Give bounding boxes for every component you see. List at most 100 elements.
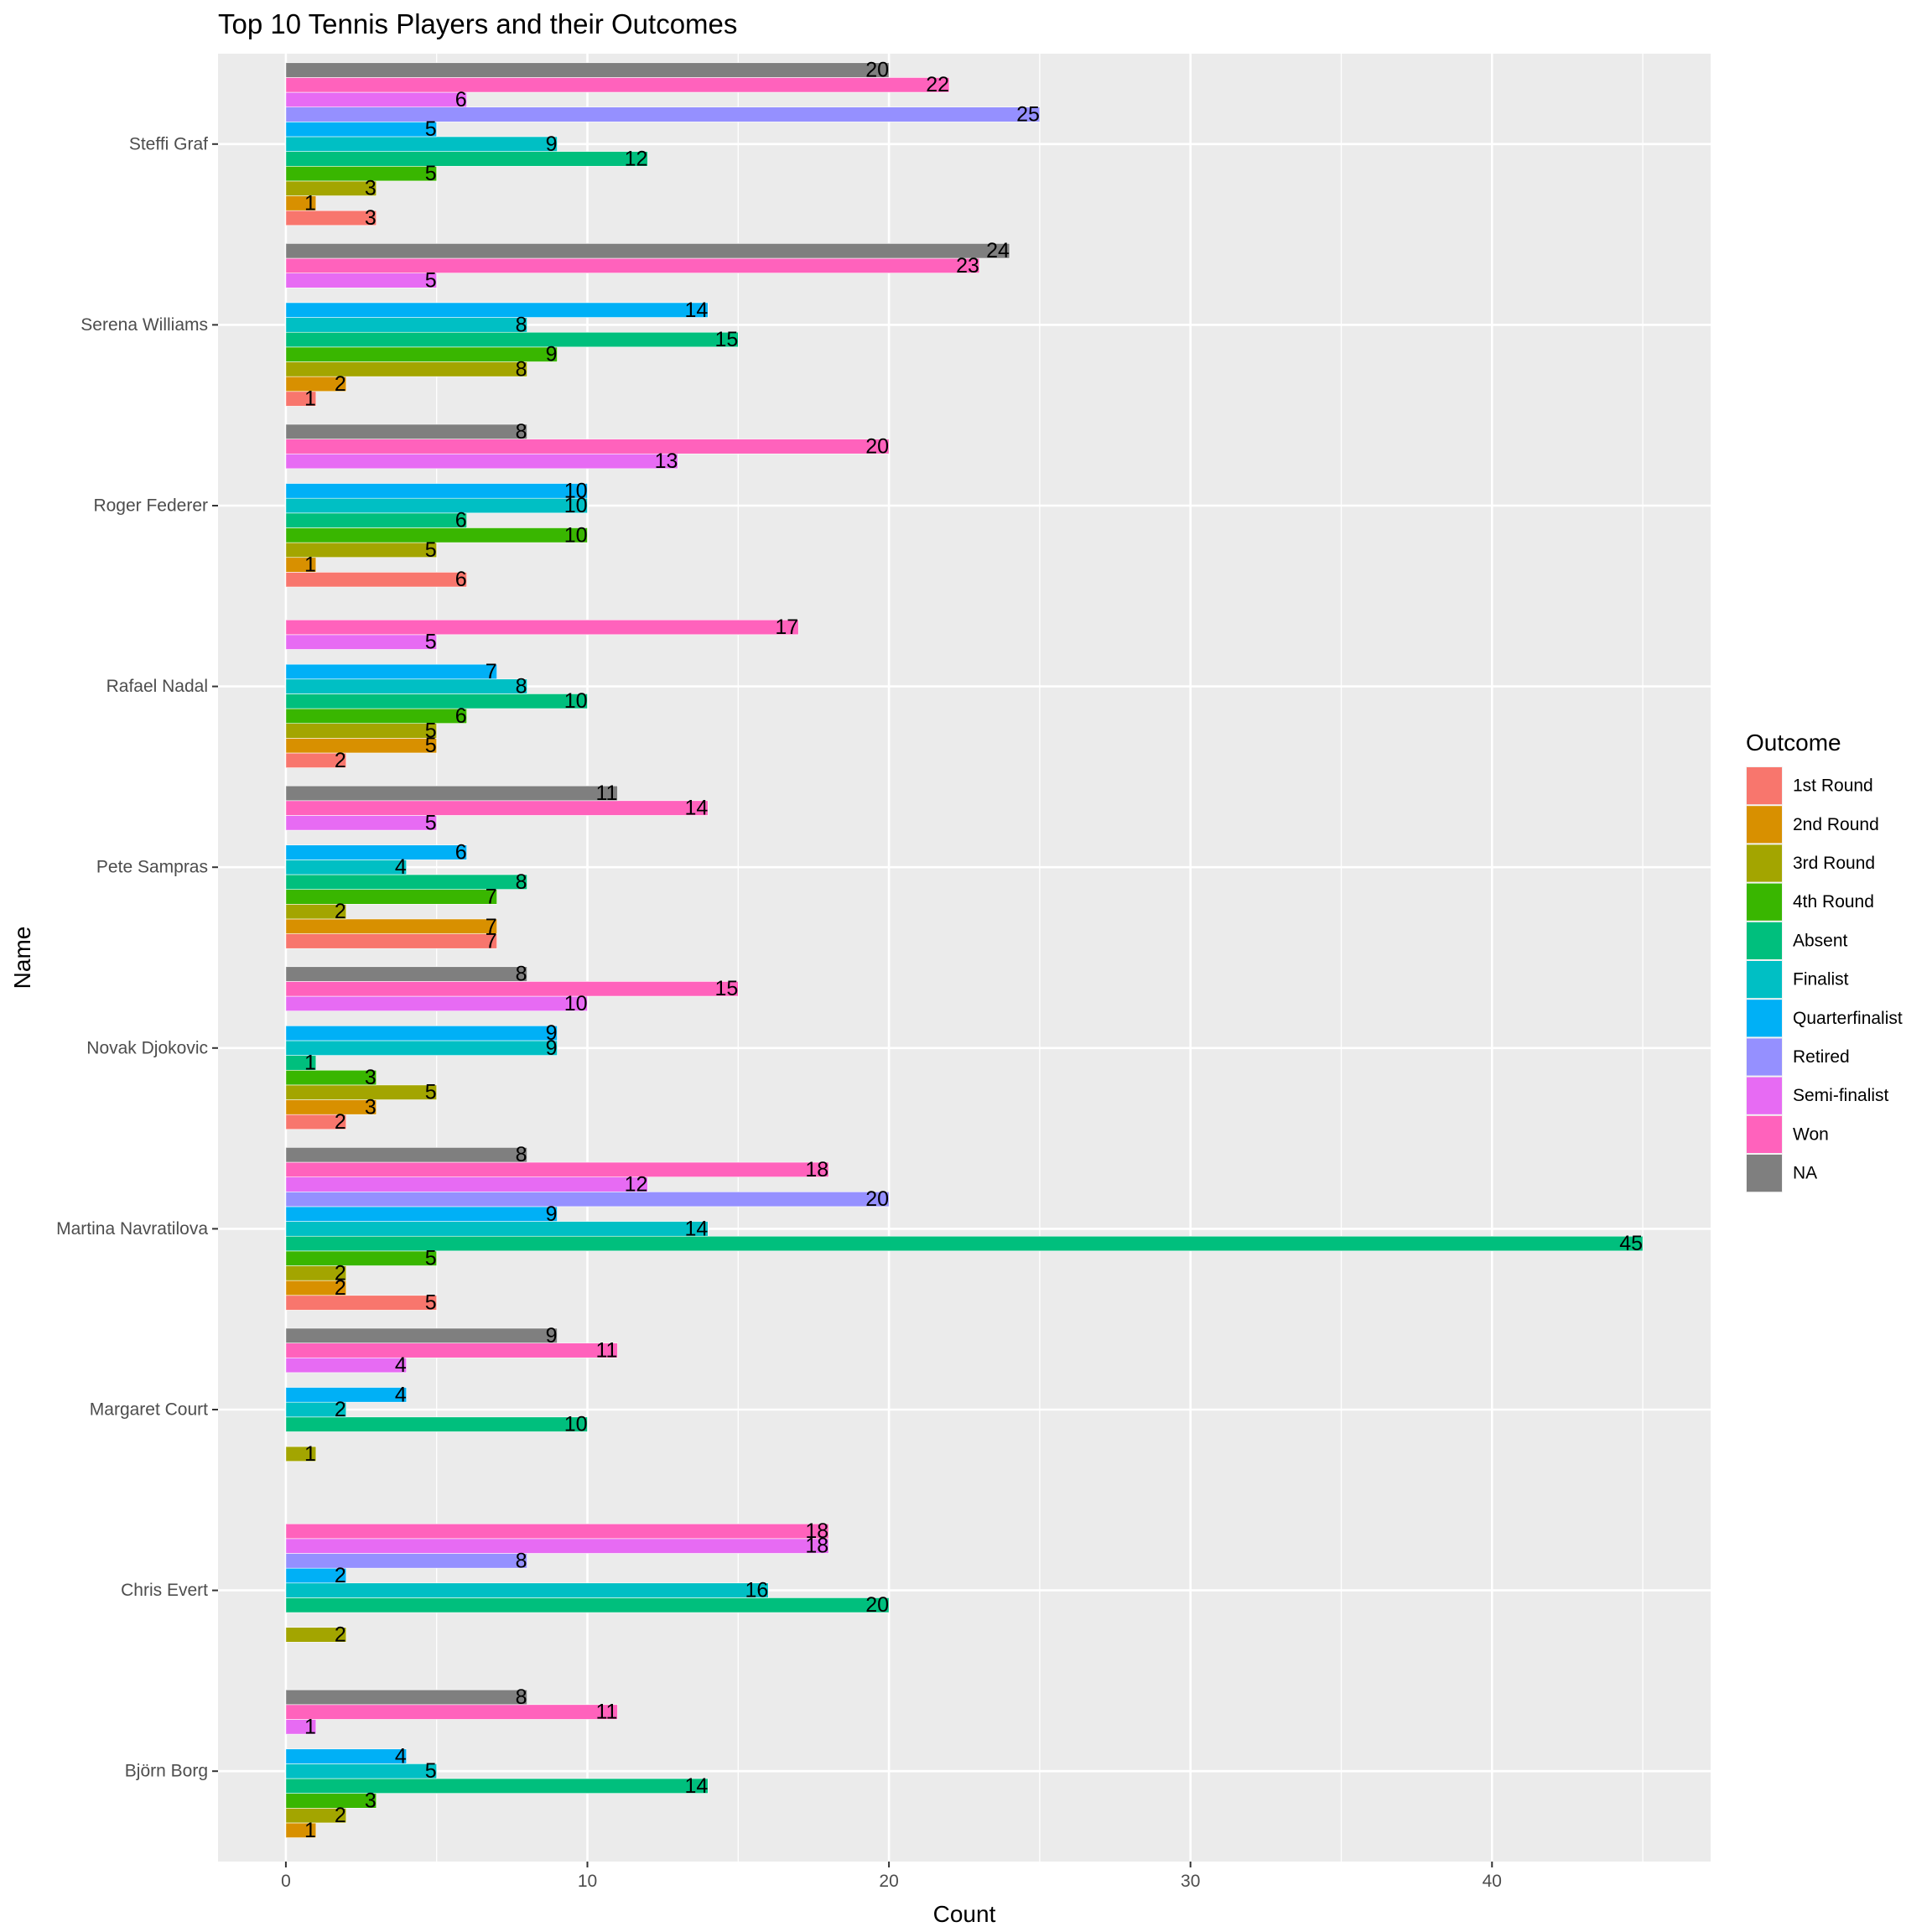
legend-swatch-won <box>1747 1115 1782 1153</box>
bar-rafael-nadal-4th-round <box>285 708 467 724</box>
bar-chris-evert-retired <box>285 1553 527 1569</box>
data-label-rafael-nadal-1st-round: 2 <box>335 749 346 772</box>
data-label-margaret-court-quarterfinalist: 4 <box>395 1383 407 1406</box>
data-label-steffi-graf-4th-round: 5 <box>425 162 437 185</box>
data-label-pete-sampras-semi-finalist: 5 <box>425 811 437 834</box>
data-label-serena-williams-2nd-round: 2 <box>335 372 346 396</box>
bar-chris-evert-finalist <box>285 1582 769 1598</box>
bar-pete-sampras-na <box>285 785 618 802</box>
data-label-bj-rn-borg-semi-finalist: 1 <box>304 1715 316 1738</box>
data-label-serena-williams-semi-finalist: 5 <box>425 268 437 292</box>
y-tick-label-roger-federer: Roger Federer <box>93 496 208 516</box>
data-label-rafael-nadal-3rd-round: 5 <box>425 719 437 743</box>
data-label-bj-rn-borg-2nd-round: 1 <box>304 1819 316 1842</box>
data-label-novak-djokovic-absent: 1 <box>304 1051 316 1074</box>
y-tick-label-chris-evert: Chris Evert <box>121 1581 208 1600</box>
legend-swatch-retired <box>1747 1038 1782 1076</box>
data-label-rafael-nadal-4th-round: 6 <box>455 704 467 728</box>
y-tick-label-steffi-graf: Steffi Graf <box>129 134 208 153</box>
data-label-martina-navratilova-3rd-round: 2 <box>335 1261 346 1285</box>
bar-margaret-court-na <box>285 1327 558 1343</box>
bar-serena-williams-semi-finalist <box>285 273 438 288</box>
data-label-serena-williams-absent: 15 <box>714 328 738 351</box>
legend-swatch-3rd-round <box>1747 844 1782 882</box>
data-label-novak-djokovic-4th-round: 3 <box>365 1066 377 1089</box>
legend: Outcome 1st Round 2nd Round 3rd Round 4th R… <box>1746 730 1903 1193</box>
data-label-serena-williams-na: 24 <box>986 239 1010 262</box>
y-tick-label-margaret-court: Margaret Court <box>90 1400 208 1420</box>
y-tick-label-pete-sampras: Pete Sampras <box>96 858 208 877</box>
bar-novak-djokovic-2nd-round <box>285 1099 377 1115</box>
bar-margaret-court-quarterfinalist <box>285 1387 408 1403</box>
data-label-martina-navratilova-retired: 20 <box>865 1187 889 1211</box>
bar-novak-djokovic-na <box>285 966 527 982</box>
legend-swatch-finalist <box>1747 961 1782 999</box>
bar-steffi-graf-retired <box>285 106 1041 122</box>
bar-pete-sampras-2nd-round <box>285 918 497 934</box>
x-tick-label: 0 <box>281 1872 291 1891</box>
bar-chris-evert-won <box>285 1523 829 1540</box>
data-label-pete-sampras-3rd-round: 2 <box>335 900 346 923</box>
data-label-steffi-graf-3rd-round: 3 <box>365 177 377 200</box>
bar-martina-navratilova-1st-round <box>285 1295 438 1311</box>
bar-novak-djokovic-4th-round <box>285 1069 377 1086</box>
y-tick-label-novak-djokovic: Novak Djokovic <box>86 1038 208 1057</box>
data-label-roger-federer-2nd-round: 1 <box>304 553 316 577</box>
x-tick-label: 20 <box>879 1872 898 1891</box>
bar-novak-djokovic-semi-finalist <box>285 995 588 1012</box>
data-label-steffi-graf-semi-finalist: 6 <box>455 88 467 112</box>
y-tick-label-rafael-nadal: Rafael Nadal <box>106 677 208 696</box>
data-label-roger-federer-quarterfinalist: 10 <box>564 479 588 502</box>
bar-pete-sampras-semi-finalist <box>285 815 438 831</box>
legend-label-semi-finalist: Semi-finalist <box>1793 1086 1889 1105</box>
bar-martina-navratilova-won <box>285 1161 829 1177</box>
data-label-pete-sampras-1st-round: 7 <box>486 929 497 953</box>
bar-steffi-graf-finalist <box>285 136 558 152</box>
legend-label-won: Won <box>1793 1124 1829 1144</box>
data-label-roger-federer-semi-finalist: 13 <box>655 449 678 473</box>
legend-label-finalist: Finalist <box>1793 970 1849 989</box>
data-label-steffi-graf-quarterfinalist: 5 <box>425 117 437 141</box>
data-label-bj-rn-borg-won: 11 <box>596 1701 618 1724</box>
data-label-bj-rn-borg-na: 8 <box>516 1685 527 1709</box>
bar-martina-navratilova-retired <box>285 1192 890 1208</box>
bar-martina-navratilova-finalist <box>285 1221 709 1237</box>
bar-martina-navratilova-na <box>285 1147 527 1163</box>
bar-martina-navratilova-semi-finalist <box>285 1176 648 1192</box>
data-label-pete-sampras-4th-round: 7 <box>486 885 497 908</box>
bar-bj-rn-borg-finalist <box>285 1763 438 1779</box>
data-label-serena-williams-quarterfinalist: 14 <box>685 299 709 322</box>
data-label-pete-sampras-na: 11 <box>596 782 618 805</box>
bar-chris-evert-absent <box>285 1597 890 1613</box>
x-tick-label: 30 <box>1181 1872 1200 1891</box>
bar-roger-federer-finalist <box>285 497 588 514</box>
bar-serena-williams-absent <box>285 331 739 348</box>
bar-margaret-court-semi-finalist <box>285 1357 408 1374</box>
data-label-serena-williams-won: 23 <box>956 254 979 278</box>
legend-label-4th-round: 4th Round <box>1793 892 1874 911</box>
data-label-serena-williams-1st-round: 1 <box>304 387 316 411</box>
data-label-serena-williams-finalist: 8 <box>516 313 527 336</box>
data-label-martina-navratilova-finalist: 14 <box>685 1217 709 1240</box>
data-label-martina-navratilova-2nd-round: 2 <box>335 1276 346 1300</box>
data-label-margaret-court-3rd-round: 1 <box>304 1442 316 1466</box>
bar-pete-sampras-quarterfinalist <box>285 844 467 860</box>
legend-swatch-absent <box>1747 922 1782 959</box>
bar-roger-federer-1st-round <box>285 572 467 588</box>
legend-swatch-4th-round <box>1747 883 1782 921</box>
data-label-roger-federer-na: 8 <box>516 420 527 444</box>
bar-rafael-nadal-absent <box>285 693 588 709</box>
data-label-steffi-graf-absent: 12 <box>625 147 648 170</box>
data-label-chris-evert-absent: 20 <box>865 1593 889 1617</box>
legend-swatch-semi-finalist <box>1747 1077 1782 1114</box>
legend-swatch-1st-round <box>1747 767 1782 805</box>
data-label-bj-rn-borg-quarterfinalist: 4 <box>395 1745 407 1768</box>
bar-martina-navratilova-quarterfinalist <box>285 1206 558 1222</box>
legend-label-absent: Absent <box>1793 931 1848 950</box>
bar-pete-sampras-4th-round <box>285 889 497 905</box>
data-label-chris-evert-won: 18 <box>805 1519 828 1543</box>
bar-serena-williams-won <box>285 257 980 273</box>
legend-label-3rd-round: 3rd Round <box>1793 854 1875 873</box>
bar-margaret-court-3rd-round <box>285 1446 317 1462</box>
bar-serena-williams-quarterfinalist <box>285 302 709 318</box>
